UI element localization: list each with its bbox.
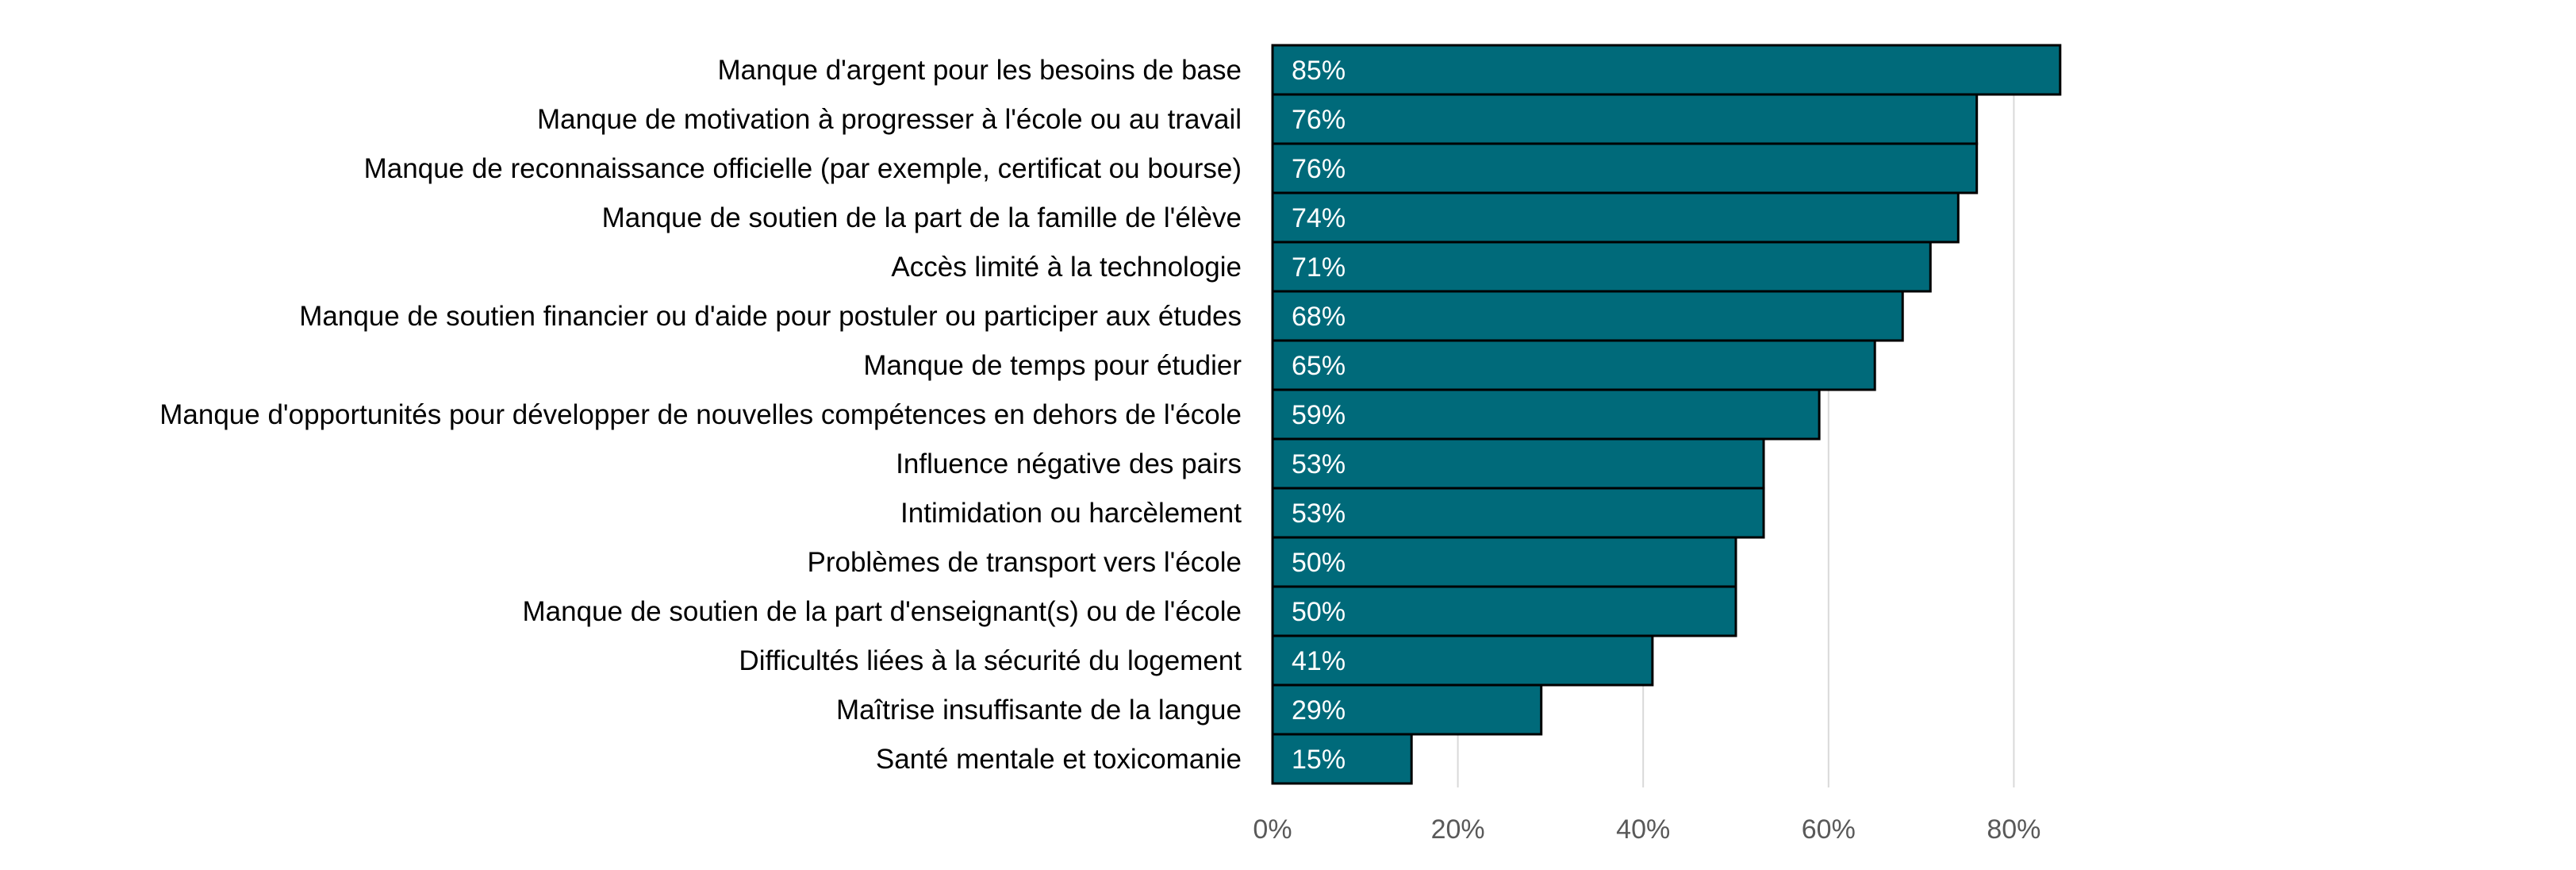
category-label: Manque d'argent pour les besoins de base <box>718 55 1242 86</box>
bar-value-label: 29% <box>1292 695 1346 726</box>
bar-value-label: 50% <box>1292 548 1346 578</box>
bar <box>1271 437 1765 490</box>
bar <box>1271 634 1654 687</box>
bars: 85% 76% 76% 74% 71% 68% 65% 59% 53% 53% 50% 50% 41% 2… <box>1271 44 2062 785</box>
bar-value-label: 76% <box>1292 105 1346 135</box>
bar-value-label: 50% <box>1292 597 1346 627</box>
category-label: Difficultés liées à la sécurité du logem… <box>739 645 1242 676</box>
x-axis-ticks: 0% 20% 40% 60% 80% <box>1253 814 2040 845</box>
bar <box>1271 388 1821 441</box>
category-label: Manque d'opportunités pour développer de… <box>159 399 1242 430</box>
category-label: Manque de soutien de la part d'enseignan… <box>523 596 1242 627</box>
bar-value-label: 53% <box>1292 449 1346 479</box>
bar <box>1271 142 1979 194</box>
bar <box>1271 487 1765 539</box>
category-label: Manque de reconnaissance officielle (par… <box>364 153 1242 184</box>
category-label: Problèmes de transport vers l'école <box>808 547 1242 578</box>
category-label: Manque de soutien financier ou d'aide po… <box>299 301 1242 332</box>
x-tick-label: 80% <box>1987 814 2040 845</box>
bar-value-label: 76% <box>1292 154 1346 184</box>
category-label: Manque de soutien de la part de la famil… <box>602 202 1242 233</box>
category-label: Manque de motivation à progresser à l'éc… <box>537 104 1242 135</box>
bar <box>1271 683 1543 736</box>
category-label: Maîtrise insuffisante de la langue <box>836 695 1242 726</box>
x-tick-label: 20% <box>1431 814 1485 845</box>
category-labels: Manque d'argent pour les besoins de base… <box>159 55 1242 775</box>
bar-value-label: 68% <box>1292 302 1346 332</box>
bar-value-label: 59% <box>1292 400 1346 430</box>
category-label: Santé mentale et toxicomanie <box>876 744 1242 775</box>
x-tick-label: 60% <box>1802 814 1856 845</box>
bar <box>1271 339 1876 391</box>
bar <box>1271 93 1979 145</box>
x-tick-label: 0% <box>1253 814 1292 845</box>
bar <box>1271 733 1413 785</box>
bar-value-label: 65% <box>1292 351 1346 381</box>
bar-value-label: 74% <box>1292 203 1346 233</box>
category-label: Influence négative des pairs <box>896 448 1242 479</box>
bar-value-label: 85% <box>1292 56 1346 86</box>
bar <box>1271 44 2062 96</box>
bar-value-label: 71% <box>1292 252 1346 283</box>
category-label: Accès limité à la technologie <box>891 252 1242 283</box>
category-label: Manque de temps pour étudier <box>863 350 1242 381</box>
bar <box>1271 241 1932 293</box>
bar <box>1271 191 1960 244</box>
bar <box>1271 536 1737 588</box>
bar-value-label: 15% <box>1292 745 1346 775</box>
bar-value-label: 41% <box>1292 646 1346 676</box>
bar <box>1271 290 1904 342</box>
bar-value-label: 53% <box>1292 499 1346 529</box>
x-tick-label: 40% <box>1616 814 1670 845</box>
category-label: Intimidation ou harcèlement <box>900 498 1242 529</box>
